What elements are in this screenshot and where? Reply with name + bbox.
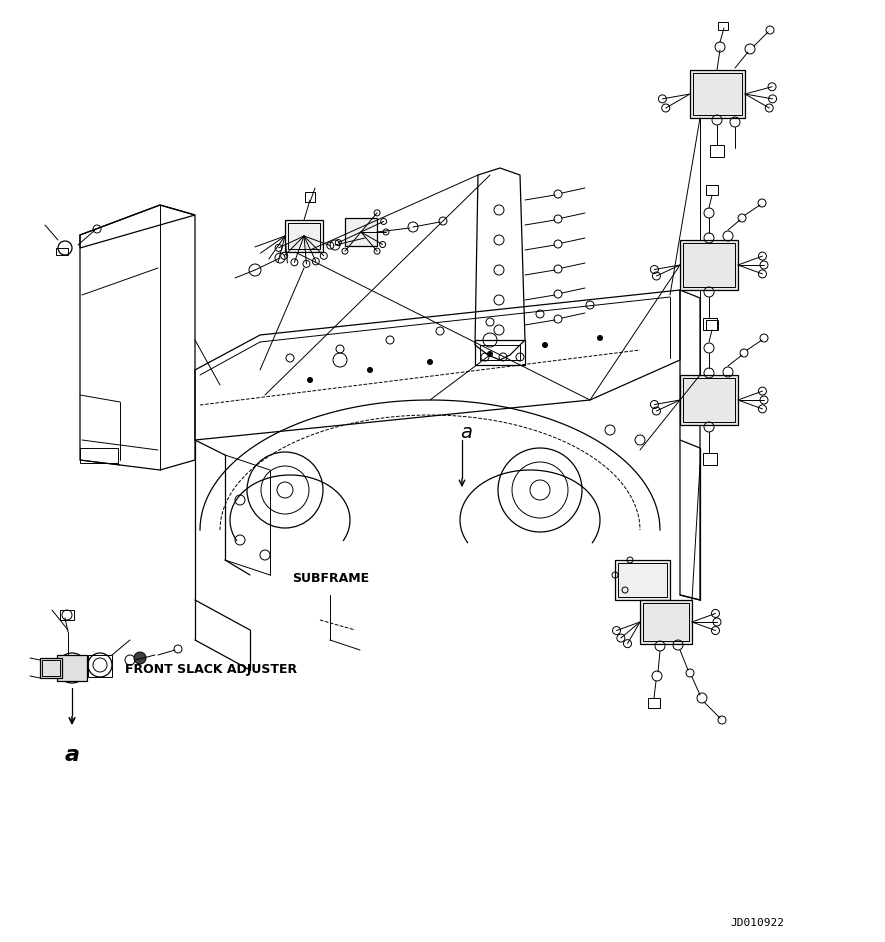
Text: SUBFRAME: SUBFRAME (292, 572, 369, 585)
Bar (475, 340, 525, 365)
Bar (680, 375, 738, 425)
Circle shape (543, 343, 548, 348)
Bar (618, 563, 667, 597)
Bar (640, 600, 692, 644)
Bar (42, 660, 60, 676)
Bar (683, 243, 735, 287)
Bar (285, 220, 323, 252)
Bar (693, 73, 742, 115)
Circle shape (134, 652, 146, 664)
Text: FRONT SLACK ADJUSTER: FRONT SLACK ADJUSTER (125, 663, 297, 676)
Bar (718, 22, 728, 30)
Bar (683, 378, 735, 422)
Bar (40, 658, 62, 678)
Circle shape (488, 351, 492, 356)
Bar (60, 610, 74, 620)
Bar (648, 698, 660, 708)
Bar (706, 320, 718, 330)
Bar (345, 218, 377, 246)
Bar (706, 185, 718, 195)
Circle shape (367, 367, 373, 372)
Bar (56, 248, 68, 255)
Bar (305, 192, 315, 202)
Text: a: a (65, 745, 80, 765)
Bar (80, 448, 118, 463)
Bar (703, 453, 717, 465)
Bar (703, 318, 717, 330)
Circle shape (597, 335, 603, 340)
Text: a: a (460, 423, 472, 442)
Bar (710, 145, 724, 157)
Bar (643, 603, 689, 641)
Bar (690, 70, 745, 118)
Bar (288, 223, 320, 249)
Circle shape (427, 360, 433, 365)
Bar (615, 560, 670, 600)
Bar (88, 655, 112, 677)
Text: JD010922: JD010922 (730, 918, 784, 928)
Circle shape (307, 378, 312, 382)
Bar (680, 240, 738, 290)
Bar (57, 655, 87, 681)
Bar (480, 345, 520, 360)
